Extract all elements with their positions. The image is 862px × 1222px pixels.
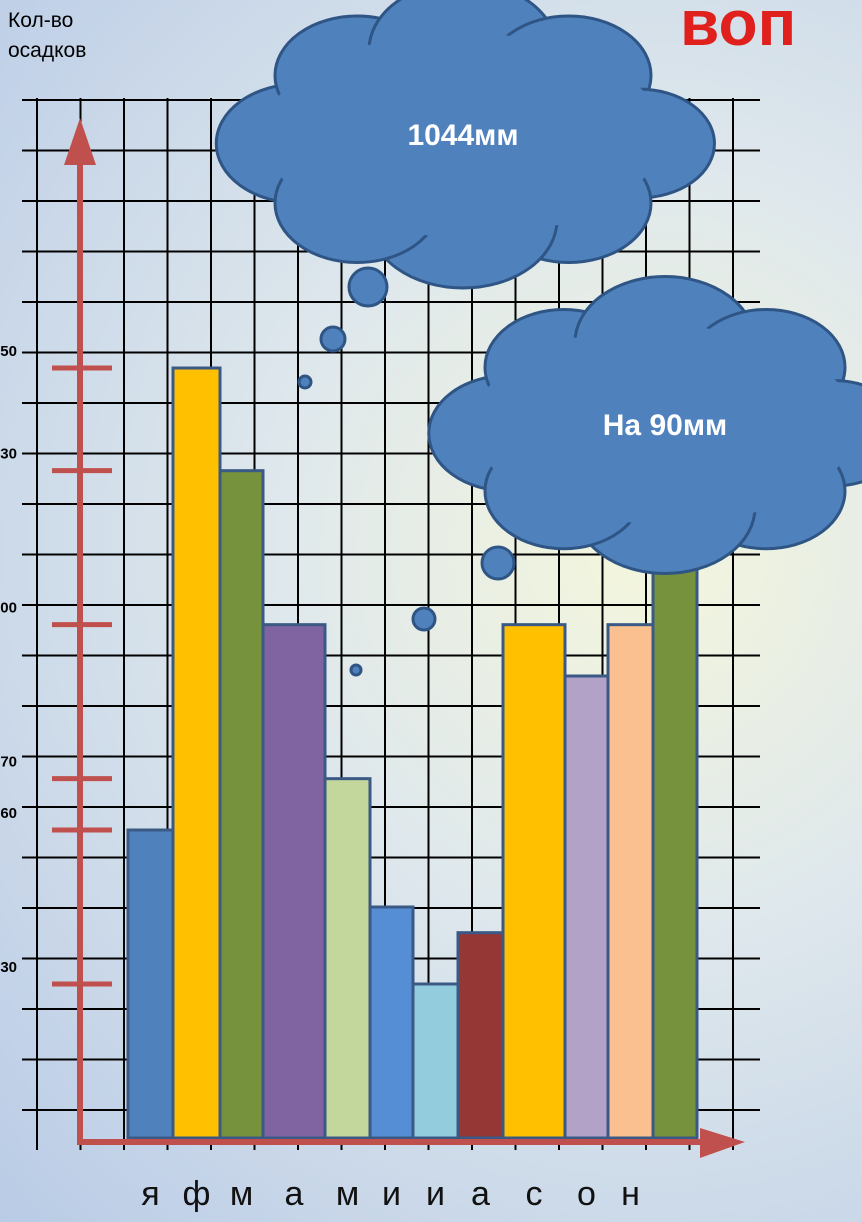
x-arrow xyxy=(700,1128,745,1158)
y-tick-label: 30 xyxy=(0,959,17,976)
thought-bubble xyxy=(480,545,516,581)
x-tick-label: а xyxy=(471,1175,490,1213)
cloud-label: 1044мм xyxy=(407,119,518,152)
y-tick-label: 100 xyxy=(0,600,17,617)
bar xyxy=(218,469,265,1140)
x-tick-label: ф xyxy=(183,1175,211,1213)
bar xyxy=(171,366,222,1140)
y-tick-label: 70 xyxy=(0,754,17,771)
x-tick-label: м xyxy=(336,1175,359,1213)
x-tick-label: и xyxy=(426,1175,445,1213)
bar xyxy=(368,905,415,1140)
thought-bubble xyxy=(319,325,347,353)
y-axis-label: Кол-во осадков xyxy=(8,9,87,62)
thought-bubble xyxy=(347,266,389,308)
bar xyxy=(411,982,460,1140)
bar xyxy=(126,828,175,1140)
bar xyxy=(606,623,655,1140)
y-tick-label: 150 xyxy=(0,343,17,360)
bar xyxy=(323,777,372,1140)
bar xyxy=(456,931,505,1140)
bar xyxy=(261,623,327,1140)
x-tick-label: я xyxy=(141,1175,159,1213)
cloud: 1044мм xyxy=(214,0,716,290)
x-tick-label: а xyxy=(285,1175,304,1213)
title: воп xyxy=(680,0,797,59)
bar xyxy=(563,674,610,1140)
thought-bubble xyxy=(297,374,313,390)
cloud-label: На 90мм xyxy=(603,409,727,442)
cloud-body xyxy=(473,326,857,524)
thought-bubble xyxy=(349,663,363,677)
y-tick-label: 130 xyxy=(0,446,17,463)
cloud-body xyxy=(263,33,663,237)
x-tick-label: м xyxy=(230,1175,253,1213)
x-tick-label: о xyxy=(577,1175,596,1213)
y-arrow xyxy=(64,118,96,165)
y-tick-label: 60 xyxy=(0,805,17,822)
x-tick-label: н xyxy=(621,1175,640,1213)
thought-bubble xyxy=(411,606,437,632)
x-tick-label: и xyxy=(382,1175,401,1213)
cloud: На 90мм xyxy=(427,275,862,575)
bar xyxy=(501,623,567,1140)
x-tick-label: с xyxy=(526,1175,543,1213)
